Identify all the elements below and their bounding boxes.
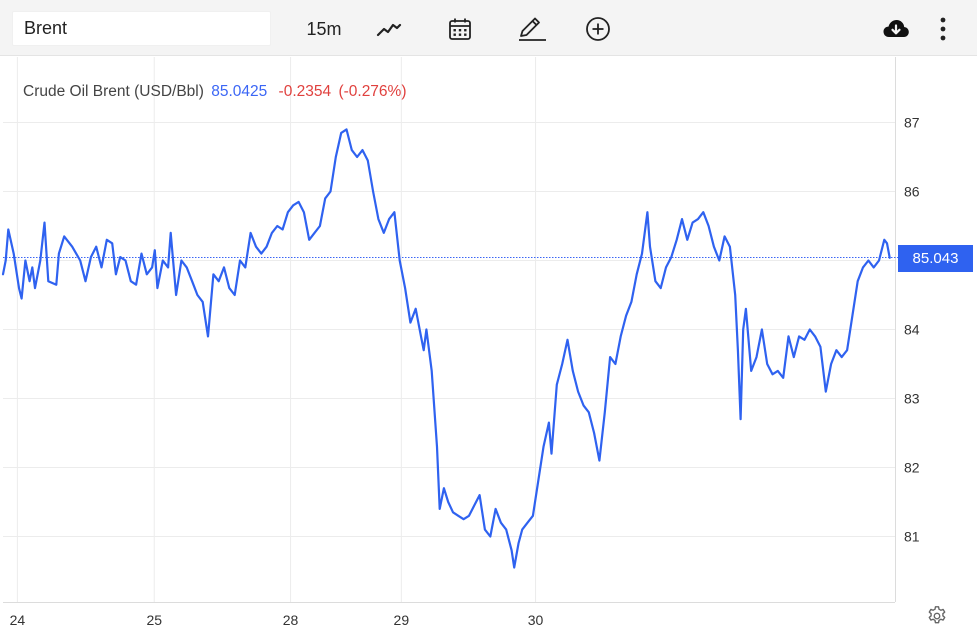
x-tick-label: 25 (146, 612, 162, 628)
calendar-icon[interactable] (445, 14, 475, 44)
toolbar: 15m (0, 0, 977, 56)
symbol-search-input[interactable] (12, 11, 271, 46)
cloud-download-icon[interactable] (881, 14, 911, 44)
x-tick-label: 28 (283, 612, 299, 628)
legend-price: 85.0425 (211, 83, 268, 100)
x-tick-label: 24 (10, 612, 26, 628)
legend-name: Crude Oil Brent (USD/Bbl) (23, 83, 204, 100)
legend-change: -0.2354 (278, 83, 332, 100)
settings-icon[interactable] (926, 605, 948, 627)
price-series-line (1, 128, 891, 569)
pencil-icon[interactable] (515, 14, 549, 44)
interval-button[interactable]: 15m (306, 18, 342, 39)
y-tick-label: 86 (904, 184, 920, 200)
y-tick-label: 87 (904, 115, 920, 131)
chart-canvas: 81 82 83 84 86 87 24 25 28 29 30 (1, 57, 920, 628)
y-tick-label: 84 (904, 322, 920, 338)
add-circle-icon[interactable] (584, 14, 612, 44)
chart-legend: Crude Oil Brent (USD/Bbl) 85.0425 -0.235… (23, 83, 407, 101)
more-vertical-icon[interactable] (934, 14, 952, 44)
y-tick-label: 83 (904, 390, 920, 406)
current-price-tag: 85.043 (898, 244, 973, 272)
line-chart-icon[interactable] (374, 14, 404, 44)
x-tick-label: 29 (394, 612, 410, 628)
y-tick-label: 82 (904, 459, 920, 475)
legend-change-pct: (-0.276%) (338, 83, 407, 100)
y-tick-label: 81 (904, 528, 920, 544)
x-tick-label: 30 (528, 612, 544, 628)
price-chart[interactable]: 81 82 83 84 86 87 24 25 28 29 30 Crude Oil Brent (… (0, 57, 977, 637)
